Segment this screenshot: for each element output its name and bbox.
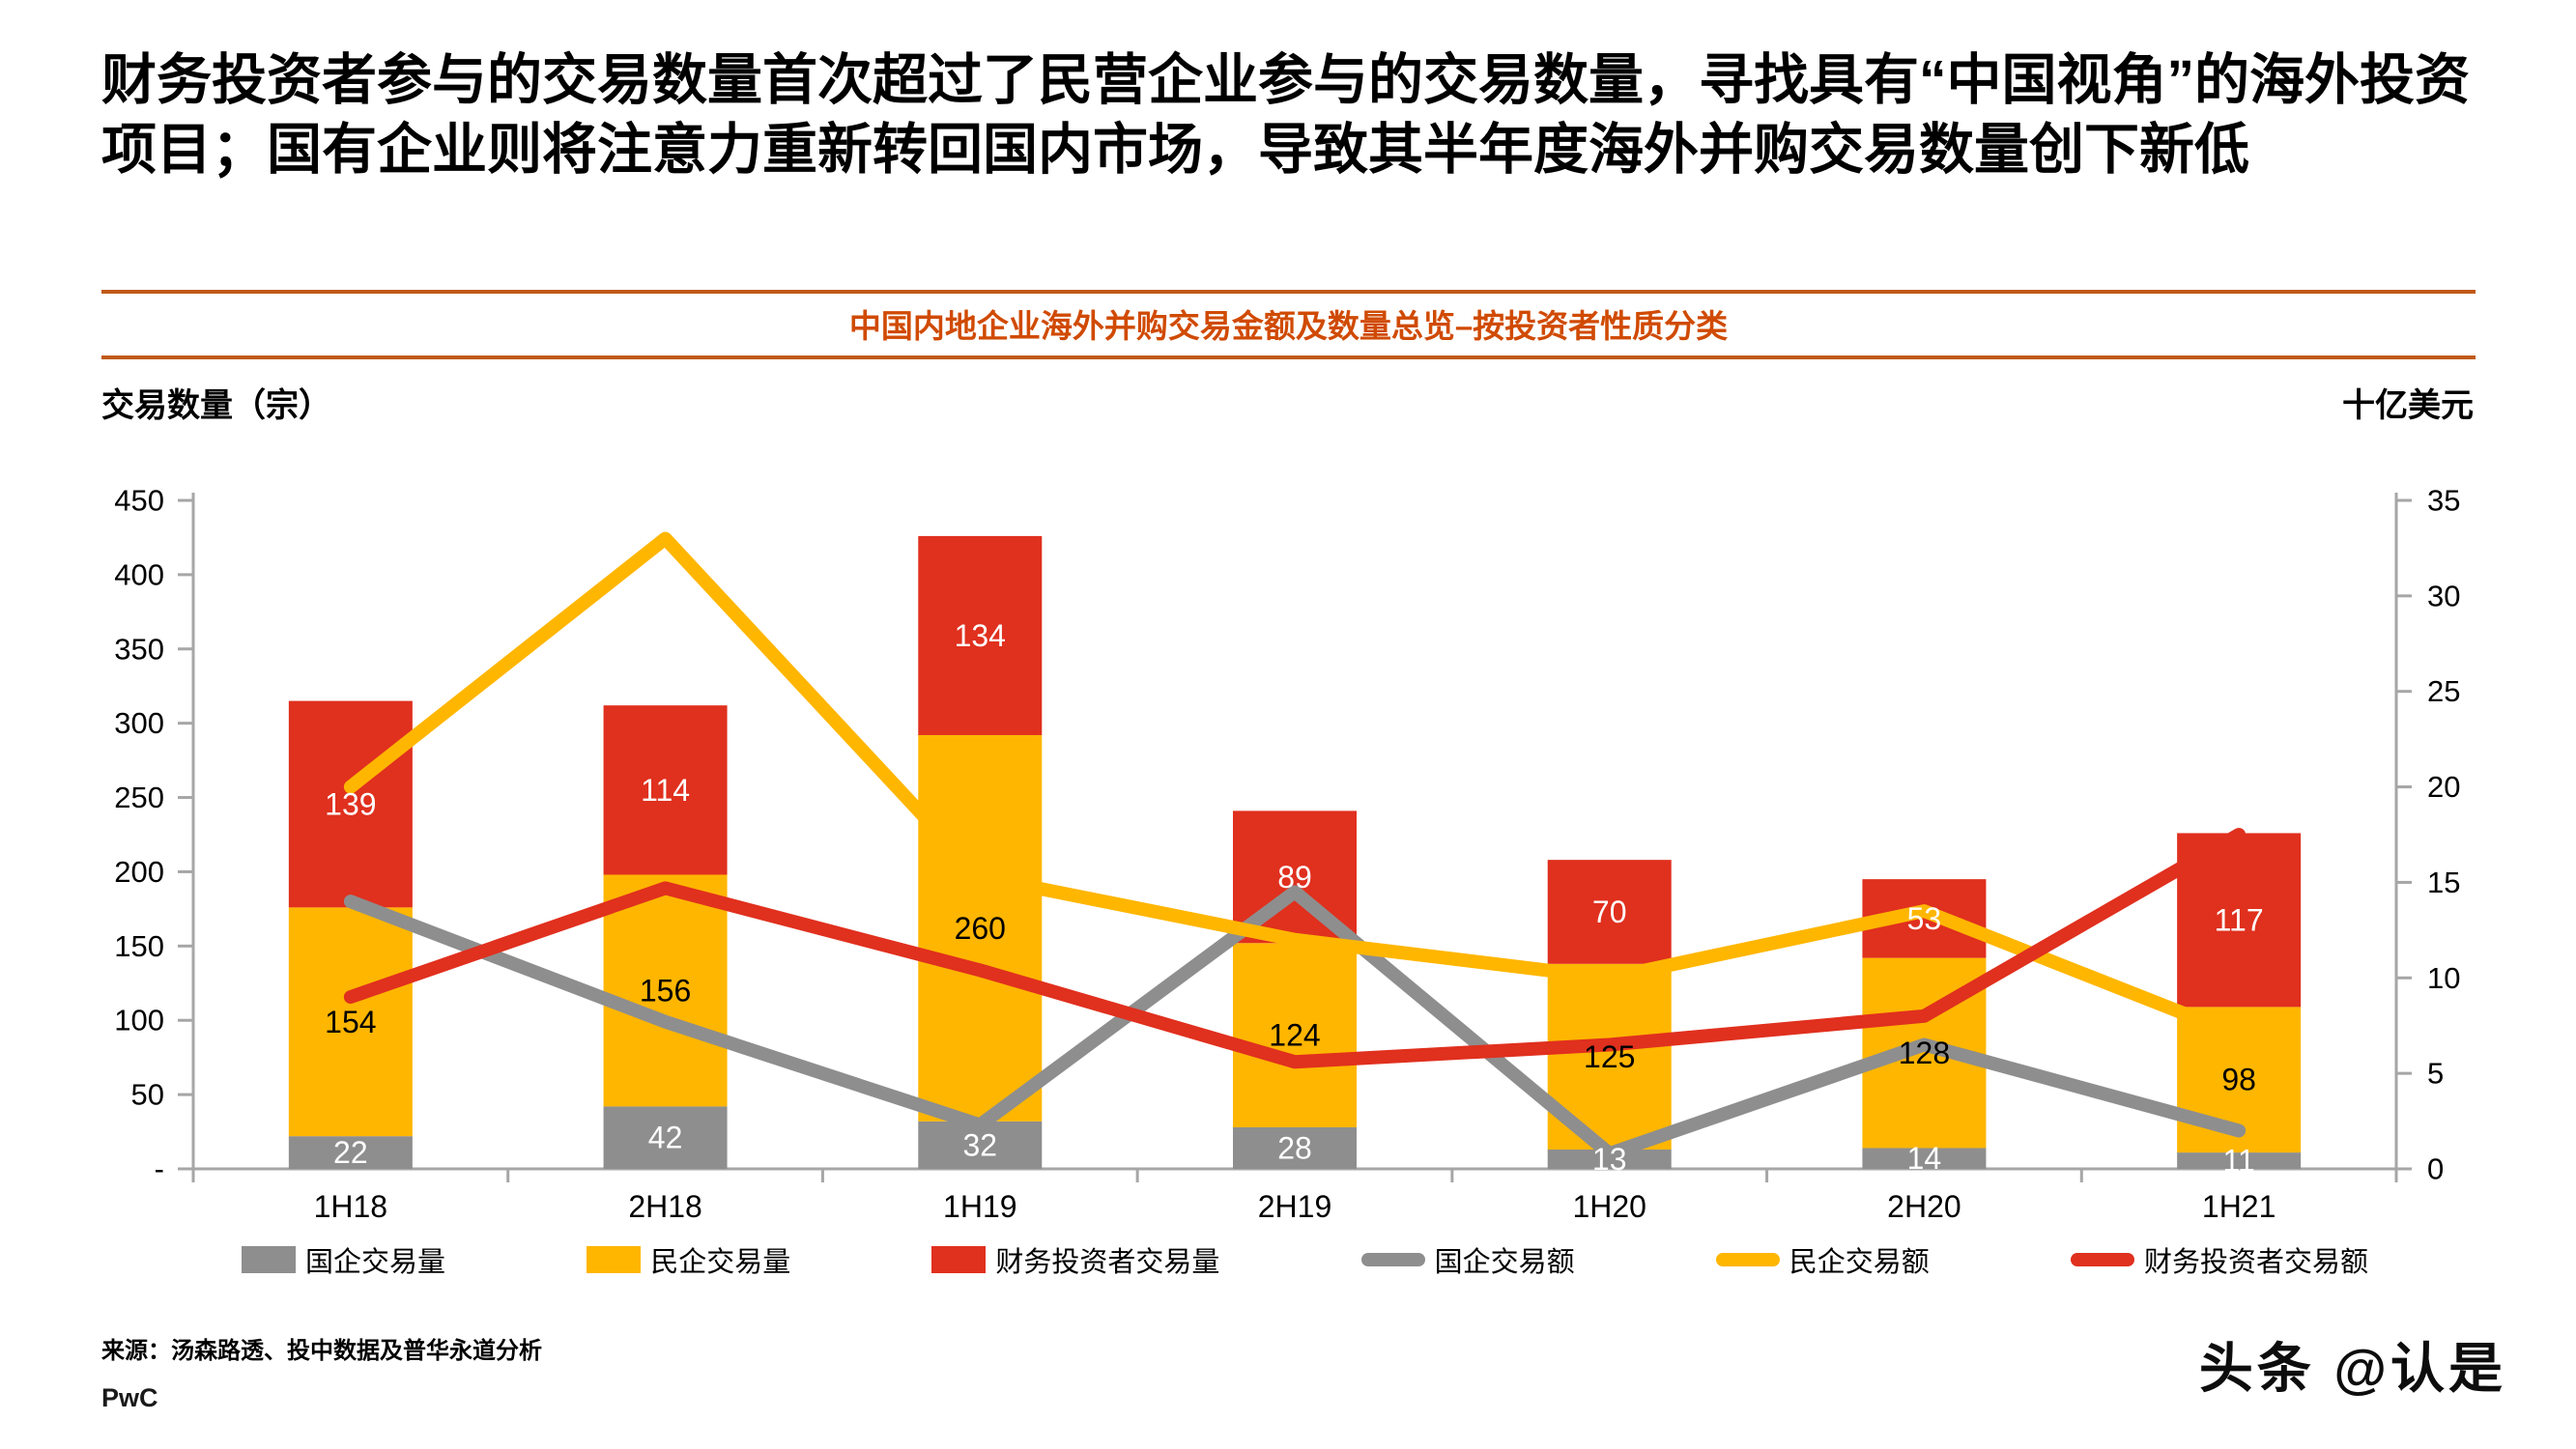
legend-label: 民企交易量 [650, 1247, 791, 1278]
bar-segment-financial-investor-volume [603, 705, 728, 875]
x-axis-category-label: 2H18 [628, 1189, 702, 1224]
combo-chart: 45040035030025020015010050-3530252015105… [114, 484, 2460, 1225]
bar-value-label: 124 [1269, 1018, 1320, 1053]
chart-legend: 国企交易量 民企交易量 财务投资者交易量 国企交易额 民企交易额 财务投资者交易… [242, 1239, 2368, 1280]
bar-segment-soe-volume [1233, 1126, 1357, 1169]
right-axis-title: 十亿美元 [2342, 387, 2474, 424]
bar-value-label: 28 [1277, 1130, 1312, 1165]
bar-segment-soe-volume [603, 1106, 728, 1169]
x-axis-category-label: 1H21 [2202, 1189, 2276, 1224]
bar-value-label: 114 [641, 773, 690, 808]
pwc-logo: PwC [101, 1383, 158, 1412]
bar-value-label: 125 [1584, 1039, 1635, 1074]
bar-segment-poe-volume [1233, 943, 1357, 1127]
left-axis-tick-label: - [155, 1152, 164, 1186]
poe-volume-swatch [587, 1246, 642, 1273]
source-note: 来源：汤森路透、投中数据及普华永道分析 [101, 1338, 542, 1364]
bar-segment-financial-investor-volume [1547, 860, 1672, 964]
legend-item: 财务投资者交易量 [931, 1239, 1219, 1280]
bar-segment-financial-investor-volume [288, 700, 413, 908]
x-axis-category-label: 1H20 [1572, 1189, 1646, 1224]
bar-value-label: 128 [1899, 1036, 1950, 1070]
x-axis-category-label: 1H18 [314, 1189, 388, 1224]
bar-value-label: 53 [1907, 901, 1942, 936]
line-soe-value [343, 885, 2247, 1161]
right-axis-tick-label: 30 [2427, 579, 2460, 612]
page-title: 财务投资者参与的交易数量首次超过了民营企业参与的交易数量，寻找具有“中国视角”的… [101, 49, 2470, 181]
legend-label: 民企交易额 [1789, 1247, 1930, 1278]
legend-label: 国企交易量 [305, 1247, 446, 1278]
bar-value-label: 70 [1592, 895, 1627, 929]
soe-volume-swatch [242, 1246, 296, 1273]
financial-investor-volume-swatch [931, 1246, 987, 1273]
bar-value-label: 139 [325, 786, 376, 821]
poe-value-line-swatch [1715, 1253, 1780, 1266]
watermark: 头条 @认是 [2198, 1338, 2506, 1399]
bar-value-label: 117 [2215, 902, 2264, 937]
right-axis-tick-label: 35 [2427, 484, 2460, 518]
legend-label: 财务投资者交易量 [995, 1247, 1220, 1278]
right-axis-tick-label: 5 [2427, 1057, 2444, 1091]
bar-segment-poe-volume [603, 874, 728, 1107]
line-financial-investor-value [343, 828, 2247, 1069]
bar-segment-financial-investor-volume [918, 535, 1043, 735]
chart-subtitle: 中国内地企业海外并购交易金额及数量总览–按投资者性质分类 [848, 308, 1729, 344]
bar-segment-soe-volume [2177, 1152, 2302, 1169]
legend-item: 财务投资者交易额 [2070, 1239, 2368, 1280]
left-axis-tick-label: 50 [131, 1078, 164, 1112]
bar-value-label: 22 [333, 1135, 368, 1170]
chart-subtitle-band: 中国内地企业海外并购交易金额及数量总览–按投资者性质分类 [101, 290, 2476, 359]
left-axis-tick-label: 450 [114, 484, 164, 518]
left-axis-tick-label: 150 [114, 929, 164, 963]
bar-segment-soe-volume [1862, 1148, 1987, 1169]
bar-value-label: 14 [1907, 1141, 1942, 1176]
left-axis-tick-label: 100 [114, 1004, 164, 1037]
left-axis-tick-label: 350 [114, 632, 164, 666]
bar-value-label: 156 [640, 973, 691, 1008]
right-axis-tick-label: 25 [2427, 674, 2460, 708]
bar-value-label: 32 [962, 1127, 997, 1162]
soe-value-line-swatch [1360, 1253, 1425, 1266]
bar-value-label: 13 [1592, 1142, 1627, 1177]
right-axis-tick-label: 20 [2427, 770, 2460, 804]
bar-value-label: 42 [648, 1121, 683, 1155]
bar-value-label: 154 [325, 1005, 376, 1039]
legend-item: 国企交易量 [242, 1239, 445, 1280]
right-axis-tick-label: 0 [2427, 1152, 2444, 1186]
x-axis-category-label: 2H19 [1258, 1189, 1332, 1224]
left-axis-title: 交易数量（宗） [101, 387, 331, 424]
line-poe-value [343, 531, 2247, 1042]
financial-investor-value-line-swatch [2070, 1253, 2134, 1266]
left-axis-tick-label: 400 [114, 557, 164, 591]
legend-label: 财务投资者交易额 [2143, 1247, 2368, 1278]
right-axis-tick-label: 10 [2427, 961, 2460, 995]
bar-value-label: 11 [2223, 1144, 2255, 1179]
x-axis-category-label: 2H20 [1887, 1189, 1961, 1224]
bar-segment-poe-volume [918, 734, 1043, 1122]
bar-segment-soe-volume [288, 1136, 413, 1169]
legend-label: 国企交易额 [1434, 1247, 1575, 1278]
bar-segment-poe-volume [288, 907, 413, 1137]
legend-item: 民企交易额 [1715, 1239, 1930, 1280]
x-axis-category-label: 1H19 [943, 1189, 1017, 1224]
legend-item: 民企交易量 [587, 1239, 790, 1280]
bar-value-label: 260 [955, 911, 1006, 946]
left-axis-tick-label: 200 [114, 855, 164, 889]
right-axis-tick-label: 15 [2427, 866, 2460, 899]
legend-item: 国企交易额 [1360, 1239, 1575, 1280]
bar-value-label: 89 [1277, 860, 1312, 895]
bar-value-label: 134 [955, 618, 1006, 653]
left-axis-tick-label: 250 [114, 781, 164, 814]
left-axis-tick-label: 300 [114, 706, 164, 740]
bar-value-label: 98 [2221, 1063, 2256, 1097]
